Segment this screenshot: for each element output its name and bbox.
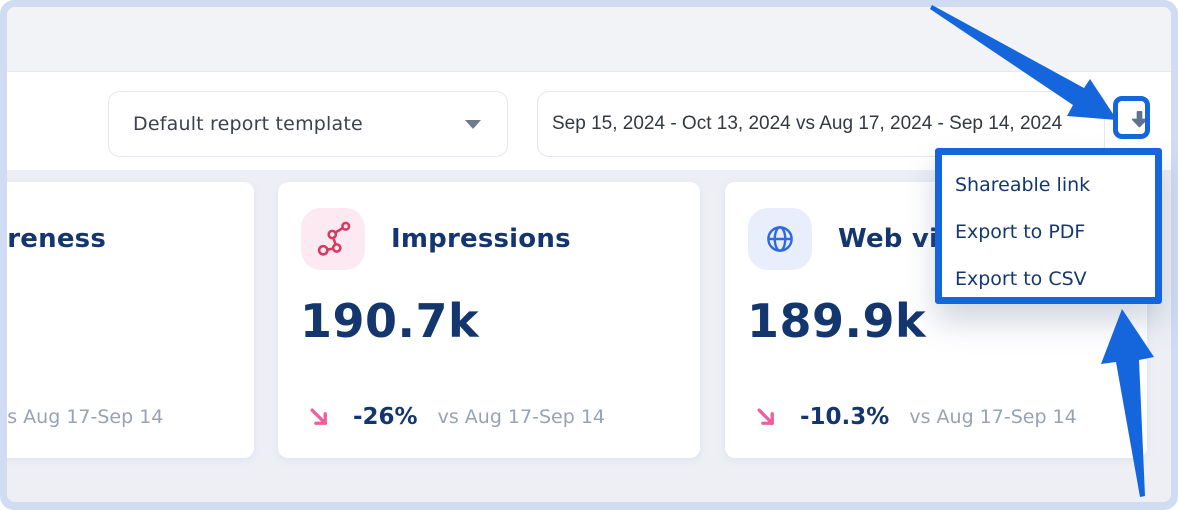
template-selector[interactable]: Default report template (108, 91, 508, 157)
card-title: Awareness (7, 224, 107, 254)
comparison-period-label: vs Aug 17-Sep 14 (909, 406, 1077, 428)
top-header-band (7, 7, 1171, 72)
metrics-area: Awareness vs Aug 17-Sep 14 (7, 170, 1171, 502)
date-range-selector[interactable]: Sep 15, 2024 - Oct 13, 2024 vs Aug 17, 2… (537, 91, 1105, 157)
menu-item-export-csv[interactable]: Export to CSV (955, 267, 1087, 290)
globe-icon (748, 208, 812, 270)
card-title: Impressions (391, 224, 571, 254)
chevron-down-icon (465, 120, 481, 129)
metric-card-impressions: Impressions 190.7k -26% vs Aug 17-Sep 14 (278, 182, 700, 458)
download-export-button[interactable] (1124, 105, 1154, 139)
menu-item-export-pdf[interactable]: Export to PDF (955, 220, 1086, 243)
trend-row: -26% vs Aug 17-Sep 14 (308, 402, 605, 432)
download-arrow-icon (1130, 109, 1149, 135)
share-nodes-icon (301, 208, 365, 270)
metric-card-awareness: Awareness vs Aug 17-Sep 14 (7, 182, 254, 458)
trend-down-arrow-icon (755, 406, 778, 429)
export-dropdown-menu: Shareable link Export to PDF Export to C… (935, 148, 1162, 304)
comparison-period-label: vs Aug 17-Sep 14 (7, 406, 164, 428)
trend-row: vs Aug 17-Sep 14 (7, 402, 163, 432)
trend-down-arrow-icon (308, 406, 331, 429)
comparison-period-label: vs Aug 17-Sep 14 (437, 406, 605, 428)
trend-percentage: -26% (353, 404, 418, 430)
metric-value: 190.7k (300, 294, 480, 348)
report-toolbar: Default report template Sep 15, 2024 - O… (7, 73, 1171, 170)
trend-percentage: -10.3% (800, 404, 890, 430)
trend-row: -10.3% vs Aug 17-Sep 14 (755, 402, 1077, 432)
menu-item-shareable-link[interactable]: Shareable link (955, 173, 1091, 196)
template-selector-value: Default report template (133, 113, 363, 135)
date-range-value: Sep 15, 2024 - Oct 13, 2024 vs Aug 17, 2… (552, 113, 1063, 134)
metric-value: 189.9k (747, 294, 927, 348)
